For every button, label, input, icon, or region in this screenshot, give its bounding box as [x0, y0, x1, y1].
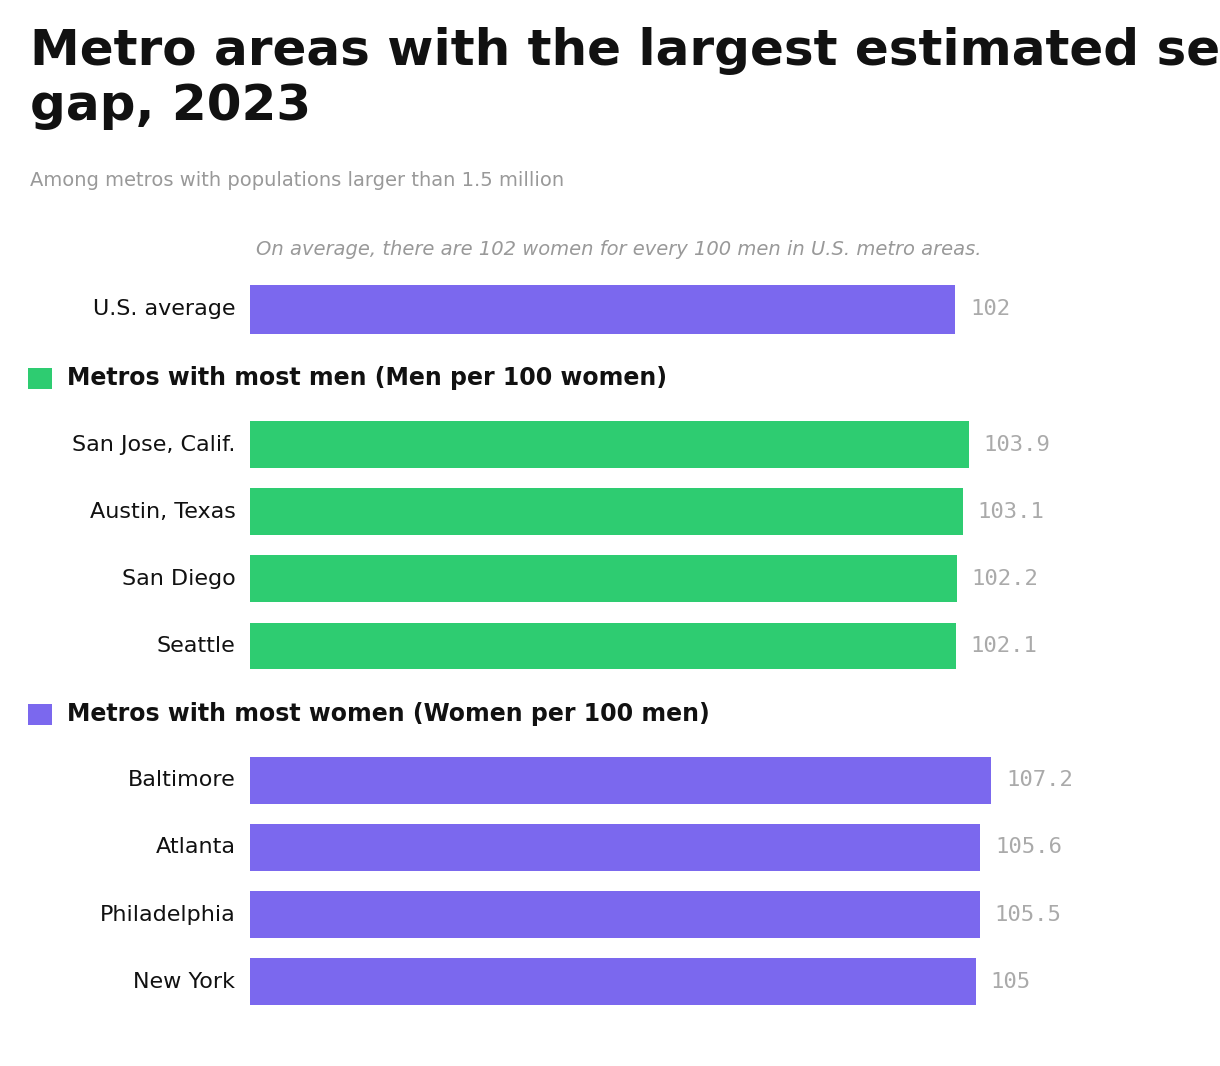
Text: 102: 102 [970, 300, 1010, 319]
Text: Atlanta: Atlanta [155, 838, 235, 857]
Text: Austin, Texas: Austin, Texas [89, 502, 235, 521]
Bar [28, 704, 52, 725]
Text: 102.1: 102.1 [971, 636, 1038, 656]
Text: Metro areas with the largest estimated sex ratio
gap, 2023: Metro areas with the largest estimated s… [30, 27, 1220, 130]
Text: U.S. average: U.S. average [93, 300, 235, 319]
Bar [250, 757, 992, 804]
Bar [250, 623, 956, 669]
Bar [250, 555, 956, 602]
Text: Baltimore: Baltimore [128, 771, 235, 790]
Text: 105.5: 105.5 [994, 905, 1061, 924]
Bar [250, 958, 976, 1005]
Bar [250, 824, 981, 871]
Bar [28, 368, 52, 389]
Text: 107.2: 107.2 [1006, 771, 1072, 790]
Text: 105: 105 [991, 972, 1031, 991]
Text: Among metros with populations larger than 1.5 million: Among metros with populations larger tha… [30, 171, 565, 190]
Text: Metros with most men (Men per 100 women): Metros with most men (Men per 100 women) [67, 367, 667, 390]
Text: San Jose, Calif.: San Jose, Calif. [72, 435, 235, 454]
Text: On average, there are 102 women for every 100 men in U.S. metro areas.: On average, there are 102 women for ever… [256, 240, 982, 259]
Text: 105.6: 105.6 [996, 838, 1061, 857]
Text: New York: New York [133, 972, 235, 991]
Bar [250, 421, 969, 468]
Text: 102.2: 102.2 [971, 569, 1038, 588]
Text: Seattle: Seattle [156, 636, 235, 656]
Text: Philadelphia: Philadelphia [100, 905, 235, 924]
Bar [250, 488, 963, 535]
Text: San Diego: San Diego [122, 569, 235, 588]
Bar [250, 285, 955, 334]
Bar [250, 891, 980, 938]
Text: Metros with most women (Women per 100 men): Metros with most women (Women per 100 me… [67, 702, 710, 726]
Text: 103.1: 103.1 [977, 502, 1044, 521]
Text: 103.9: 103.9 [983, 435, 1050, 454]
